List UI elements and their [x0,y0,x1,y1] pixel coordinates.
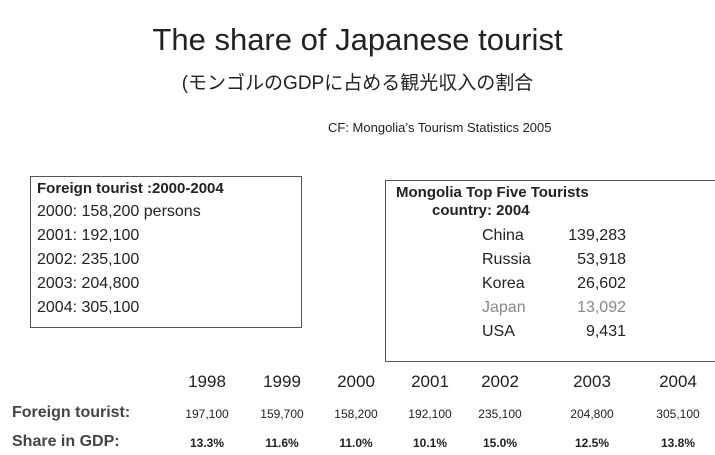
box-line: 2002: 235,100 [37,251,140,268]
cell: 13.3% [189,436,225,450]
row-label: Share in GDP: [12,433,120,450]
cell: 159,700 [260,407,304,421]
year: 2003 [573,372,611,391]
cell: 11.0% [339,436,373,450]
cell: 204,800 [570,407,614,421]
cell: 12.5% [574,436,610,450]
country: Russia [482,251,531,268]
country: Korea [482,275,525,292]
country: China [482,227,524,244]
country: USA [482,323,515,340]
cell: 13.8% [660,436,696,450]
box-line: 2000: 158,200 persons [37,203,201,220]
box-title: Mongolia Top Five Tourists [396,184,589,201]
cell: 305,100 [656,407,700,421]
year: 2001 [411,372,449,391]
country-value: 139,283 [568,227,626,244]
year: 1998 [188,372,226,391]
cell: 192,100 [408,407,452,421]
cell: 10.1% [412,436,448,450]
box-title: Foreign tourist :2000-2004 [37,180,224,197]
box-line: 2003: 204,800 [37,275,140,292]
country-value: 13,092 [577,299,626,316]
cell: 158,200 [334,407,378,421]
country-value: 9,431 [585,323,626,340]
box-line: 2004: 305,100 [37,299,140,316]
country: Japan [482,299,526,316]
right-box: Mongolia Top Five Tourists country: 2004… [385,180,715,362]
year: 1999 [263,372,301,391]
year: 2004 [659,372,697,391]
box-title: country: 2004 [432,202,530,219]
cell: 197,100 [185,407,229,421]
country-value: 26,602 [577,275,626,292]
row-label: Foreign tourist: [12,404,131,421]
title: The share of Japanese tourist [152,22,563,57]
year: 2002 [481,372,519,391]
year: 2000 [337,372,375,391]
country-value: 53,918 [577,251,626,268]
cell: 15.0% [482,436,518,450]
box-line: 2001: 192,100 [37,227,140,244]
left-box: Foreign tourist :2000-2004 2000: 158,200… [30,176,302,328]
source: CF: Mongolia’s Tourism Statistics 2005 [328,120,552,135]
cell: 235,100 [478,407,522,421]
cell: 11.6% [265,436,299,450]
subtitle: (モンゴルのGDPに占める観光収入の割合 [181,73,534,94]
